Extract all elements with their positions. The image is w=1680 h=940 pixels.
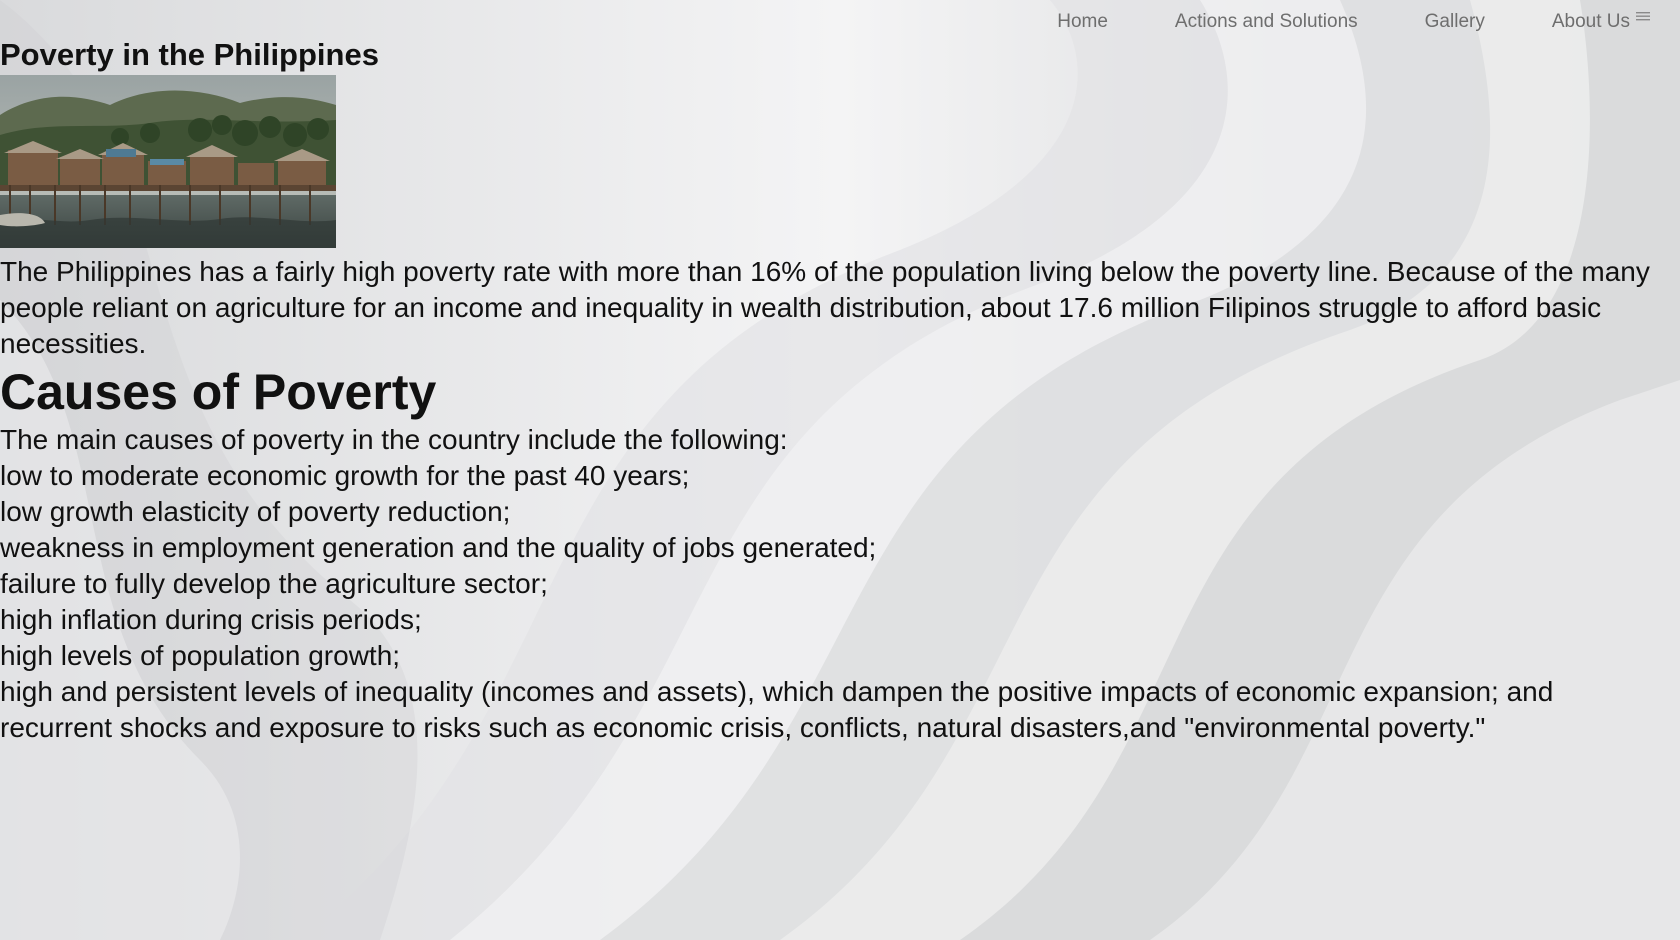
list-item: low to moderate economic growth for the … [0, 460, 690, 491]
hero-image [0, 75, 336, 248]
nav-about-link[interactable]: About Us [1551, 11, 1630, 32]
list-item: weakness in employment generation and th… [0, 532, 877, 563]
list-item: high inflation during crisis periods; [0, 604, 422, 635]
list-item: recurrent shocks and exposure to risks s… [0, 712, 1486, 743]
intro-paragraph: The Philippines has a fairly high povert… [0, 256, 1650, 359]
causes-heading: Causes of Poverty [0, 364, 437, 420]
page-title: Poverty in the Philippines [0, 37, 379, 72]
list-item: failure to fully develop the agriculture… [0, 568, 548, 599]
nav-gallery-link[interactable]: Gallery [1424, 11, 1485, 32]
nav-actions-link[interactable]: Actions and Solutions [1174, 11, 1358, 32]
nav-home-link[interactable]: Home [1057, 11, 1108, 32]
top-nav: Home Actions and Solutions Gallery About… [1057, 10, 1650, 34]
stilt-houses-photo [0, 75, 336, 248]
list-item: low growth elasticity of poverty reducti… [0, 496, 511, 527]
causes-intro-text: The main causes of poverty in the countr… [0, 424, 788, 455]
list-item: high and persistent levels of inequality… [0, 676, 1554, 707]
causes-list: low to moderate economic growth for the … [0, 458, 1676, 746]
list-item: high levels of population growth; [0, 640, 401, 671]
menu-icon[interactable] [1636, 11, 1650, 23]
